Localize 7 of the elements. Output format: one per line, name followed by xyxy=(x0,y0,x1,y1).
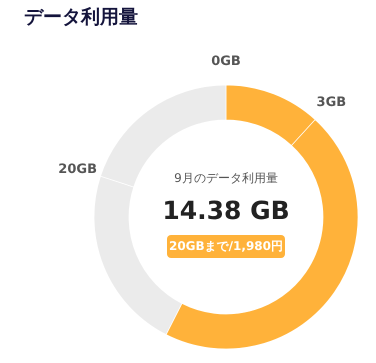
chart-title: データ利用量 xyxy=(24,5,138,30)
text: 9月のデータ利用量 xyxy=(173,170,279,187)
slice-label: 3GB xyxy=(316,94,346,110)
text: 14.38 GB xyxy=(161,196,291,225)
slice-label: 20GB xyxy=(58,162,97,177)
slice-label: 0GB xyxy=(211,54,241,69)
text: 20GBまで/1,980円 xyxy=(167,235,285,258)
